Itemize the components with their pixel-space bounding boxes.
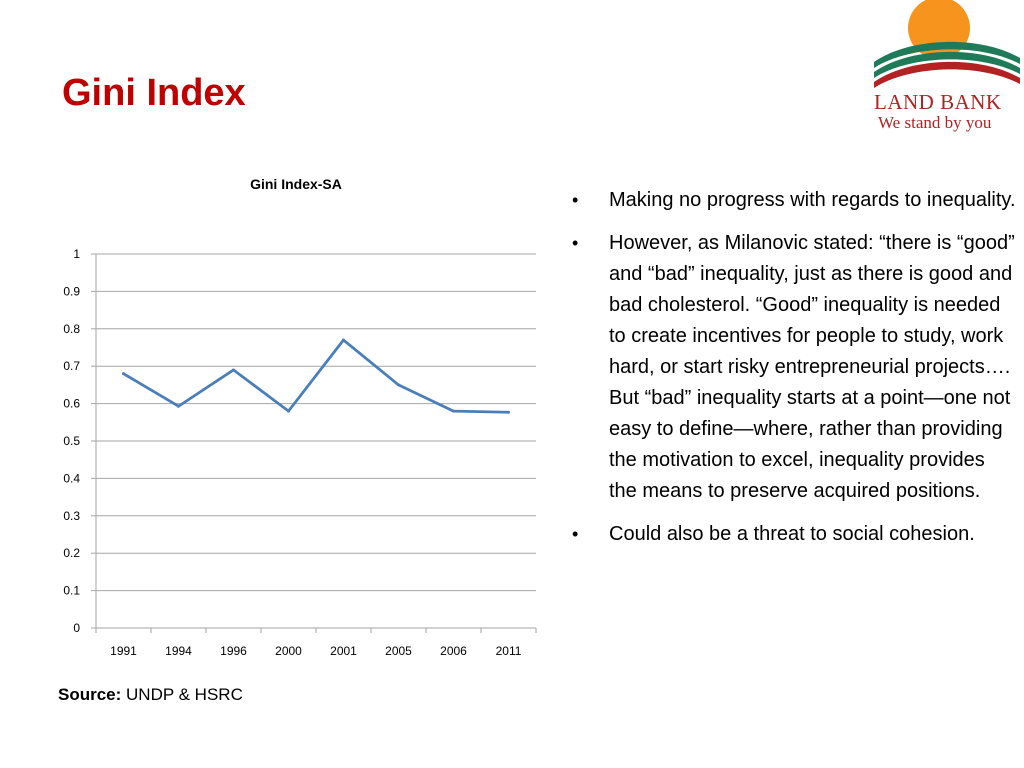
bullet-list: • Making no progress with regards to ineq… xyxy=(572,185,1017,562)
bullet-icon: • xyxy=(572,233,579,253)
y-tick-label: 0.1 xyxy=(63,584,80,598)
y-tick-label: 0.4 xyxy=(63,471,80,485)
x-tick-label: 2000 xyxy=(275,644,302,658)
x-tick-label: 2005 xyxy=(385,644,412,658)
data-point xyxy=(342,338,345,342)
y-tick-label: 0.8 xyxy=(63,322,80,336)
data-point xyxy=(397,383,400,387)
x-tick-label: 1994 xyxy=(165,644,192,658)
y-tick-label: 0.9 xyxy=(63,284,80,298)
bullet-item: • Making no progress with regards to ineq… xyxy=(572,185,1017,216)
bullet-item: • However, as Milanovic stated: “there is… xyxy=(572,228,1017,507)
y-tick-label: 0.2 xyxy=(63,546,80,560)
data-point xyxy=(122,372,125,376)
data-point xyxy=(452,409,455,413)
y-tick-label: 0 xyxy=(73,621,80,635)
logo-stripe xyxy=(874,41,1020,68)
slide-title: Gini Index xyxy=(62,72,246,114)
x-tick-label: 1991 xyxy=(110,644,137,658)
bullet-text: Could also be a threat to social cohesio… xyxy=(609,523,975,545)
bullet-text: Making no progress with regards to inequ… xyxy=(609,189,1016,211)
logo-tagline: We stand by you xyxy=(878,113,992,132)
series-line xyxy=(122,338,509,414)
x-tick-label: 1996 xyxy=(220,644,247,658)
data-point xyxy=(232,368,235,372)
source-text: UNDP & HSRC xyxy=(126,685,243,704)
data-point xyxy=(507,410,510,414)
logo-stripe xyxy=(874,61,1020,88)
bullet-text: However, as Milanovic stated: “there is … xyxy=(609,232,1015,502)
data-point xyxy=(287,409,290,413)
data-point xyxy=(177,404,180,408)
bullet-item: • Could also be a threat to social cohesi… xyxy=(572,519,1017,550)
y-tick-label: 0.5 xyxy=(63,434,80,448)
bullet-icon: • xyxy=(572,524,579,544)
gini-line-chart: Gini Index-SA 0 0.1 0.2 0.3 0.4 0.5 0.6 0.7 0.8 0… xyxy=(63,176,537,658)
y-tick-label: 1 xyxy=(73,247,80,261)
y-tick-label: 0.7 xyxy=(63,359,80,373)
x-tick-label: 2006 xyxy=(440,644,467,658)
x-tick-label: 2001 xyxy=(330,644,357,658)
y-tick-label: 0.6 xyxy=(63,397,80,411)
bullet-icon: • xyxy=(572,190,579,210)
source-note: Source: UNDP & HSRC xyxy=(58,685,243,705)
x-tick-label: 2011 xyxy=(496,644,522,658)
land-bank-logo xyxy=(874,0,1020,88)
chart-title: Gini Index-SA xyxy=(250,176,342,192)
logo-stripe xyxy=(874,51,1020,78)
y-tick-label: 0.3 xyxy=(63,509,80,523)
source-label: Source: xyxy=(58,685,122,704)
logo-name: LAND BANK xyxy=(874,90,1002,114)
